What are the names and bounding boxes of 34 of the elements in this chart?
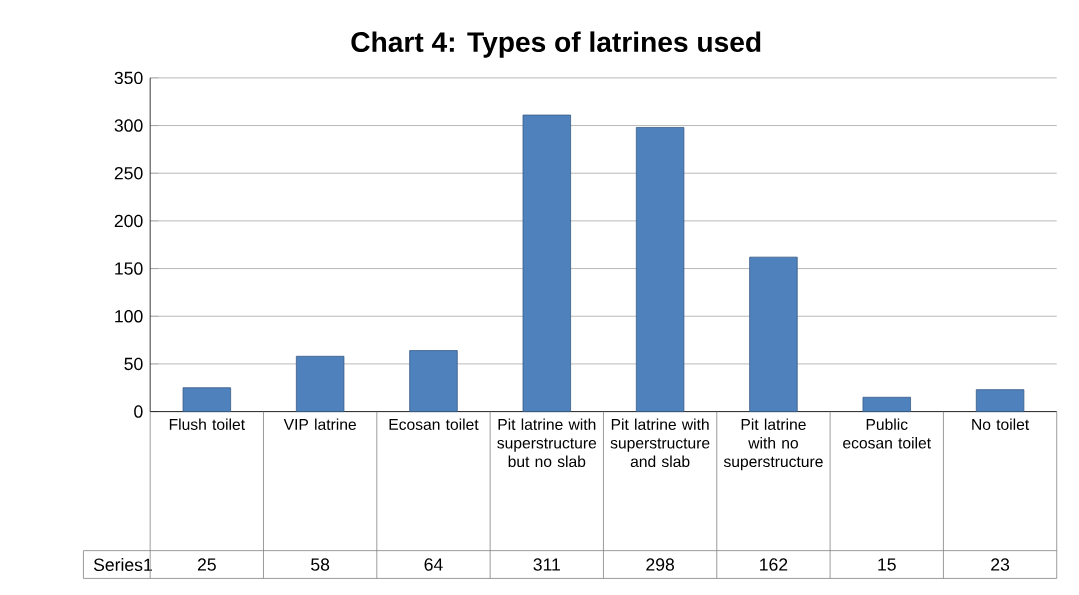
bar <box>975 389 1025 412</box>
bar <box>295 355 345 412</box>
data-label: 162 <box>760 558 788 571</box>
y-tick-label: 300 <box>114 119 143 132</box>
y-tick-label: 150 <box>115 262 143 275</box>
x-tick-label: Pit latrine with superstructure and slab <box>610 418 710 468</box>
data-label: 23 <box>991 558 1010 571</box>
bar <box>635 127 685 412</box>
bar <box>749 256 798 412</box>
x-tick-label: Public ecosan toilet <box>843 418 931 449</box>
y-tick-label: 0 <box>134 405 143 418</box>
x-tick-label: Ecosan toilet <box>389 418 479 430</box>
y-tick-label: 350 <box>114 71 143 85</box>
y-tick-label: 200 <box>114 214 143 228</box>
bar <box>862 396 911 412</box>
x-tick-label: Pit latrine with superstructure but no slab <box>497 418 597 468</box>
data-label: 64 <box>424 558 443 571</box>
bar <box>182 387 232 412</box>
y-tick-label: 250 <box>114 166 143 180</box>
text: Series1 <box>93 558 152 571</box>
y-tick-label: 50 <box>124 357 143 371</box>
data-label: 58 <box>311 558 330 571</box>
data-label: 298 <box>646 558 675 571</box>
y-tick-label: 100 <box>115 309 143 323</box>
data-label: 25 <box>197 558 216 571</box>
data-label: 15 <box>878 558 896 571</box>
x-tick-label: Pit latrine with no superstructure <box>723 418 823 471</box>
chart-title: Chart 4: Types of latrines used <box>351 31 761 58</box>
bar <box>409 350 458 412</box>
x-tick-label: Flush toilet <box>169 418 245 430</box>
data-label: 311 <box>533 558 560 571</box>
x-tick-label: VIP latrine <box>283 418 356 430</box>
bar <box>522 114 571 412</box>
x-tick-label: No toilet <box>972 418 1030 430</box>
